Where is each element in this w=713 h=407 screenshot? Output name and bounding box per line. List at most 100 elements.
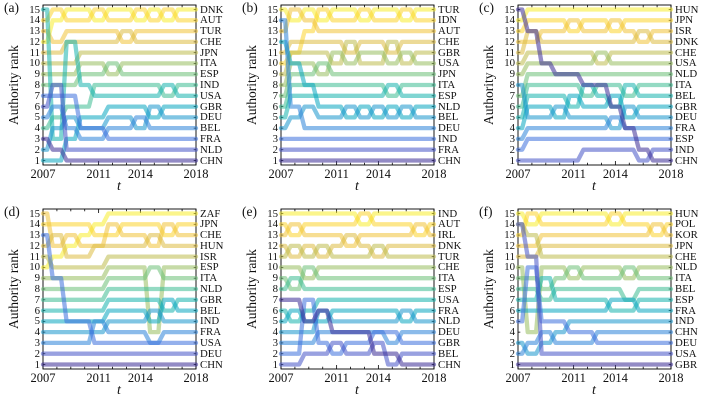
series-line-IND <box>515 147 674 163</box>
country-label-IDN: IDN <box>438 14 458 27</box>
series-line-JPN <box>40 222 199 238</box>
country-label-JPN: JPN <box>200 218 219 231</box>
country-label-FRA: FRA <box>675 122 697 135</box>
series-line-ISR <box>40 254 199 270</box>
country-label-AUT: AUT <box>438 218 461 231</box>
y-tick-label: 9 <box>34 272 40 285</box>
country-label-IND: IND <box>438 207 458 220</box>
series-line-JPN <box>278 61 437 98</box>
series-line-ESP <box>40 265 199 335</box>
series-line-BEL <box>515 286 674 302</box>
y-tick-label: 8 <box>272 283 278 295</box>
y-tick-label: 13 <box>29 25 40 38</box>
y-tick-label: 6 <box>509 304 515 317</box>
y-tick-label: 11 <box>504 250 515 263</box>
country-label-GBR: GBR <box>200 293 223 306</box>
y-tick-label: 9 <box>509 68 515 81</box>
y-tick-label: 1 <box>34 358 40 371</box>
y-tick-label: 5 <box>509 111 515 124</box>
series-line-FRA <box>40 319 199 346</box>
y-tick-label: 8 <box>34 283 40 295</box>
country-label-ESP: ESP <box>438 89 457 102</box>
country-label-ESP: ESP <box>200 68 219 81</box>
series-line-ESP <box>278 276 437 292</box>
country-label-CHN: CHN <box>438 154 461 167</box>
country-label-DNK: DNK <box>438 239 462 252</box>
series-line-ITA <box>40 265 199 292</box>
y-tick-label: 10 <box>504 261 515 274</box>
country-label-TUR: TUR <box>200 25 222 38</box>
x-tick-label: 2007 <box>505 371 531 385</box>
country-label-ISR: ISR <box>675 25 692 38</box>
country-label-GBR: GBR <box>675 100 698 113</box>
y-tick-label: 1 <box>509 154 515 167</box>
x-tick-label: 2007 <box>30 371 56 385</box>
y-tick-label: 11 <box>504 46 515 59</box>
y-tick-label: 2 <box>272 143 278 156</box>
country-label-CHN: CHN <box>438 358 461 371</box>
plot-canvas <box>278 208 437 370</box>
y-tick-label: 12 <box>504 35 515 48</box>
series-line-IND <box>515 319 674 356</box>
x-tick-label: 2007 <box>30 167 56 181</box>
y-tick-label: 10 <box>267 261 278 274</box>
y-tick-label: 8 <box>509 79 515 91</box>
x-tick-label: 2011 <box>86 371 111 385</box>
series-line-JPN <box>40 50 199 66</box>
country-label-FRA: FRA <box>200 132 222 145</box>
y-tick-label: 1 <box>34 154 40 167</box>
y-tick-label: 4 <box>509 122 515 135</box>
country-label-TUR: TUR <box>438 3 460 16</box>
series-line-DEU <box>40 104 199 152</box>
country-label-ZAF: ZAF <box>200 207 221 220</box>
y-tick-label: 11 <box>267 250 278 263</box>
country-label-CHE: CHE <box>438 35 460 48</box>
series-line-CHN <box>278 297 437 367</box>
series-line-CHE <box>40 211 199 249</box>
y-tick-label: 5 <box>509 315 515 328</box>
country-label-JPN: JPN <box>200 46 219 59</box>
series-line-TUR <box>40 28 199 45</box>
country-label-IRL: IRL <box>438 229 456 242</box>
y-tick-label: 6 <box>272 100 278 113</box>
y-tick-label: 15 <box>504 207 515 220</box>
country-label-CHN: CHN <box>675 154 698 167</box>
series-line-FRA <box>278 308 437 324</box>
y-tick-label: 4 <box>272 326 278 339</box>
series-line-GBR <box>515 93 674 131</box>
y-tick-label: 5 <box>34 315 40 328</box>
panel-a: (a) Authority rank t 1 2 3 4 5 6 7 8 9 10 11 12 13 14… <box>1 0 237 203</box>
plot-canvas <box>278 4 437 166</box>
x-axis-label: t <box>355 179 359 194</box>
y-tick-label: 12 <box>267 35 278 48</box>
x-tick-label: 2018 <box>658 371 684 385</box>
country-label-IND: IND <box>675 143 695 156</box>
y-tick-label: 7 <box>34 89 40 102</box>
country-label-KOR: KOR <box>675 229 698 242</box>
y-tick-label: 3 <box>272 336 278 349</box>
series-line-FRA <box>40 93 199 142</box>
country-label-USA: USA <box>675 57 697 70</box>
country-label-NLD: NLD <box>675 261 698 274</box>
y-tick-label: 8 <box>509 283 515 295</box>
series-line-GBR <box>40 297 199 313</box>
y-tick-label: 3 <box>509 336 515 349</box>
series-line-CHE <box>515 222 674 259</box>
series-line-ISR <box>515 18 674 45</box>
x-tick-label: 2018 <box>183 167 209 181</box>
y-tick-label: 15 <box>29 207 40 220</box>
series-line-JPN <box>515 18 674 34</box>
y-tick-label: 12 <box>29 239 40 252</box>
y-tick-label: 7 <box>272 89 278 102</box>
country-label-CHE: CHE <box>438 261 460 274</box>
series-line-POL <box>515 211 674 238</box>
y-tick-label: 4 <box>34 122 40 135</box>
country-label-ITA: ITA <box>675 79 693 91</box>
series-line-CHN <box>515 7 674 163</box>
y-tick-label: 14 <box>29 14 40 27</box>
country-label-CHN: CHN <box>200 154 223 167</box>
country-label-CHN: CHN <box>675 326 698 339</box>
country-label-USA: USA <box>438 57 460 70</box>
y-tick-label: 13 <box>29 229 40 242</box>
country-label-DEU: DEU <box>200 347 223 360</box>
